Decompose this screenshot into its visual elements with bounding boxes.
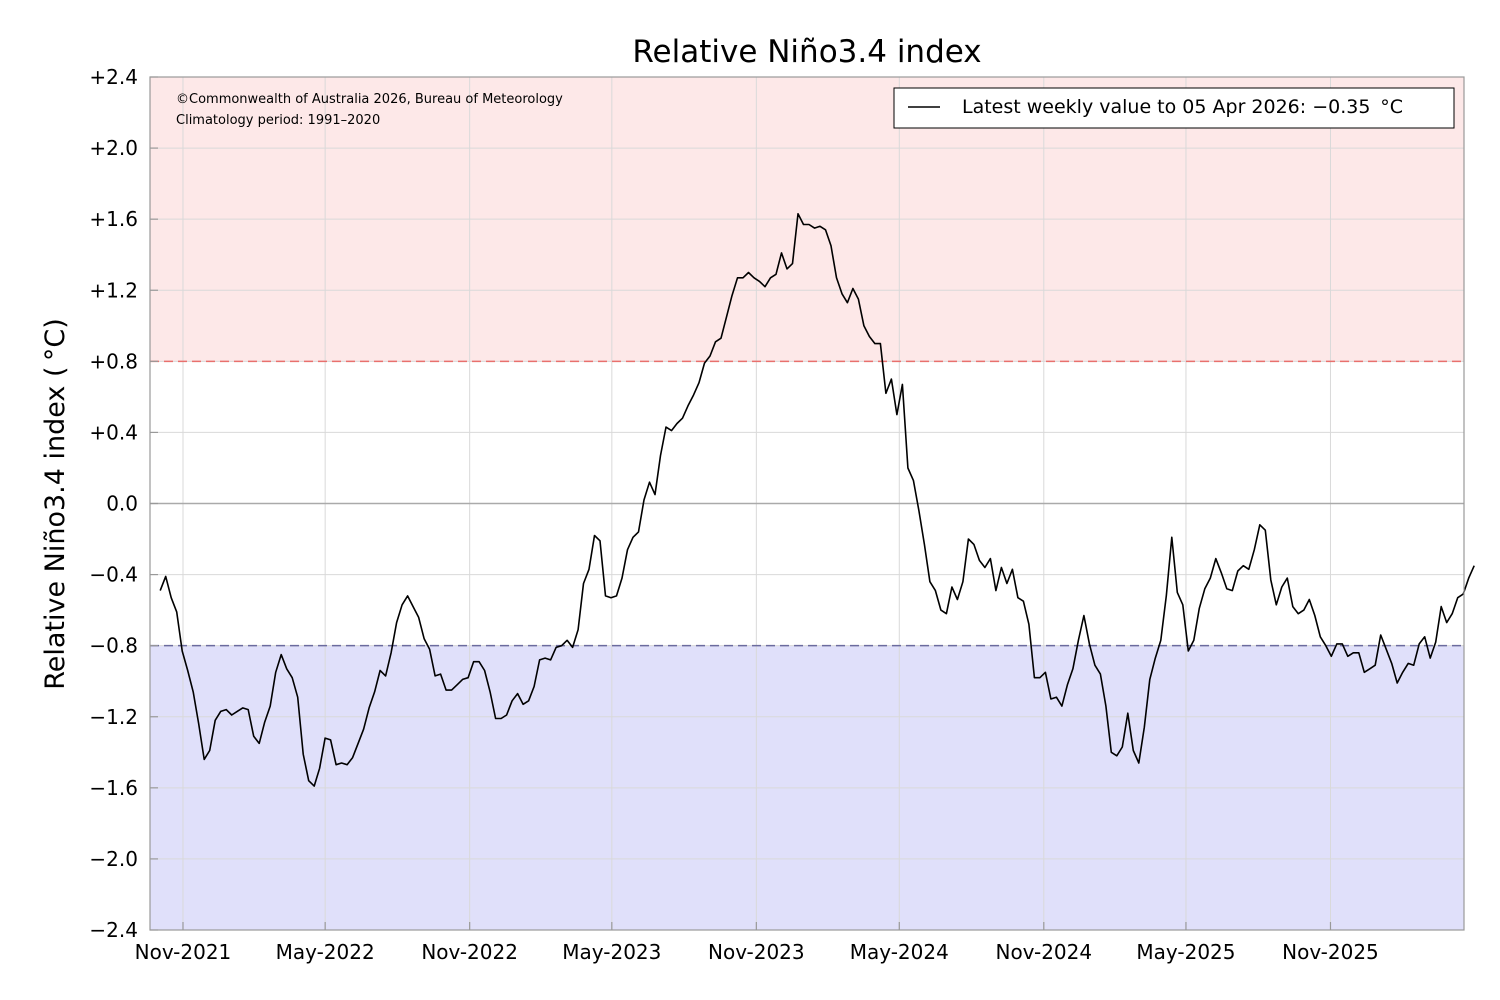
y-tick-label: +2.0	[89, 136, 138, 160]
y-tick-label: +2.4	[89, 65, 138, 89]
y-tick-label: +0.8	[89, 349, 138, 373]
chart-title: Relative Niño3.4 index	[632, 34, 981, 70]
series-group	[159, 213, 1475, 787]
x-axis: Nov-2021 May-2022 Nov-2022 May-2023 Nov-2023…	[135, 922, 1379, 964]
legend: Latest weekly value to 05 Apr 2026: −0.3…	[893, 87, 1455, 129]
x-tick-label: Nov-2022	[421, 940, 518, 964]
y-tick-label: −1.2	[89, 705, 138, 729]
y-tick-label: −0.4	[89, 563, 138, 587]
y-tick-label: 0.0	[106, 492, 138, 516]
copyright-note: ©Commonwealth of Australia 2026, Bureau …	[176, 92, 563, 107]
y-axis: +2.4 +2.0 +1.6 +1.2 +0.8 +0.4 0.0 −0.4 −0.8 −1.2 −…	[89, 65, 158, 942]
y-tick-label: +1.2	[89, 278, 138, 302]
x-tick-label: Nov-2023	[708, 940, 805, 964]
x-tick-label: May-2025	[1136, 940, 1235, 964]
legend-label: Latest weekly value to 05 Apr 2026: −0.3…	[962, 96, 1403, 118]
x-tick-label: Nov-2025	[1282, 940, 1379, 964]
y-tick-label: −1.6	[89, 776, 138, 800]
y-tick-label: +0.4	[89, 420, 138, 444]
legend-box	[893, 87, 1455, 129]
y-axis-label: Relative Niño3.4 index ( °C)	[40, 318, 71, 690]
climatology-note: Climatology period: 1991–2020	[176, 113, 380, 128]
y-tick-label: −0.8	[89, 634, 138, 658]
y-tick-label: −2.4	[89, 918, 138, 942]
x-tick-label: May-2024	[850, 940, 949, 964]
y-tick-label: −2.0	[89, 847, 138, 871]
series-line	[159, 213, 1475, 787]
y-tick-label: +1.6	[89, 207, 138, 231]
threshold-lines	[150, 360, 1464, 647]
x-tick-label: May-2022	[276, 940, 375, 964]
x-tick-label: Nov-2024	[995, 940, 1092, 964]
x-tick-label: May-2023	[562, 940, 661, 964]
x-tick-label: Nov-2021	[135, 940, 232, 964]
